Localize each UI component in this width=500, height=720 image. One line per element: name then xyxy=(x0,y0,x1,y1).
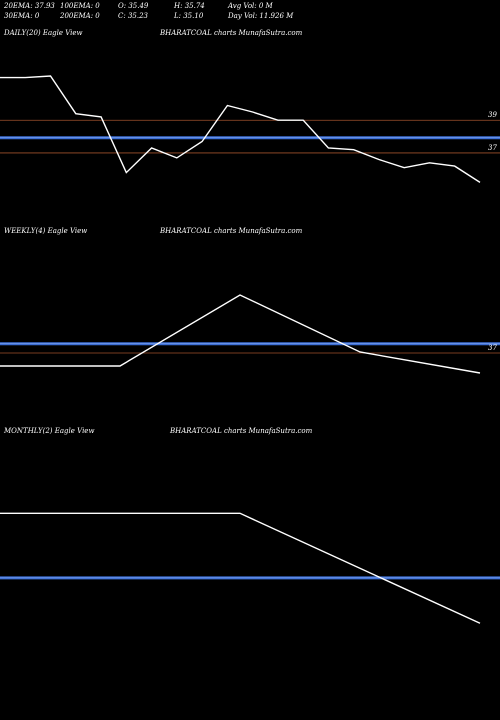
weekly-watermark: BHARATCOAL charts MunafaSutra.com xyxy=(160,227,303,235)
monthly-price-line-0 xyxy=(0,512,481,624)
weekly-panel-label: WEEKLY(4) Eagle View xyxy=(4,227,88,235)
ema30-stat: 30EMA: 0 xyxy=(4,12,40,20)
daily-watermark: BHARATCOAL charts MunafaSutra.com xyxy=(160,29,303,37)
monthly-panel-label: MONTHLY(2) Eagle View xyxy=(4,427,95,435)
low-stat: L: 35.10 xyxy=(174,12,204,20)
avg-vol-stat: Avg Vol: 0 M xyxy=(228,2,273,10)
weekly-price-line-0 xyxy=(0,294,481,374)
weekly-chart: 37 xyxy=(0,294,500,374)
monthly-watermark: BHARATCOAL charts MunafaSutra.com xyxy=(170,427,313,435)
open-stat: O: 35.49 xyxy=(118,2,149,10)
high-stat: H: 35.74 xyxy=(174,2,205,10)
close-stat: C: 35.23 xyxy=(118,12,148,20)
daily-panel-label: DAILY(20) Eagle View xyxy=(4,29,83,37)
daily-tick-label-1: 37 xyxy=(488,144,497,152)
ema200-stat: 200EMA: 0 xyxy=(60,12,100,20)
day-vol-stat: Day Vol: 11.926 M xyxy=(228,12,294,20)
daily-chart: 39 37 xyxy=(0,75,500,183)
daily-tick-label-0: 39 xyxy=(488,111,497,119)
weekly-tick-label-0: 37 xyxy=(488,344,497,352)
daily-price-line-0 xyxy=(0,75,481,183)
ema100-stat: 100EMA: 0 xyxy=(60,2,100,10)
ema20-stat: 20EMA: 37.93 xyxy=(4,2,55,10)
monthly-chart xyxy=(0,512,500,624)
